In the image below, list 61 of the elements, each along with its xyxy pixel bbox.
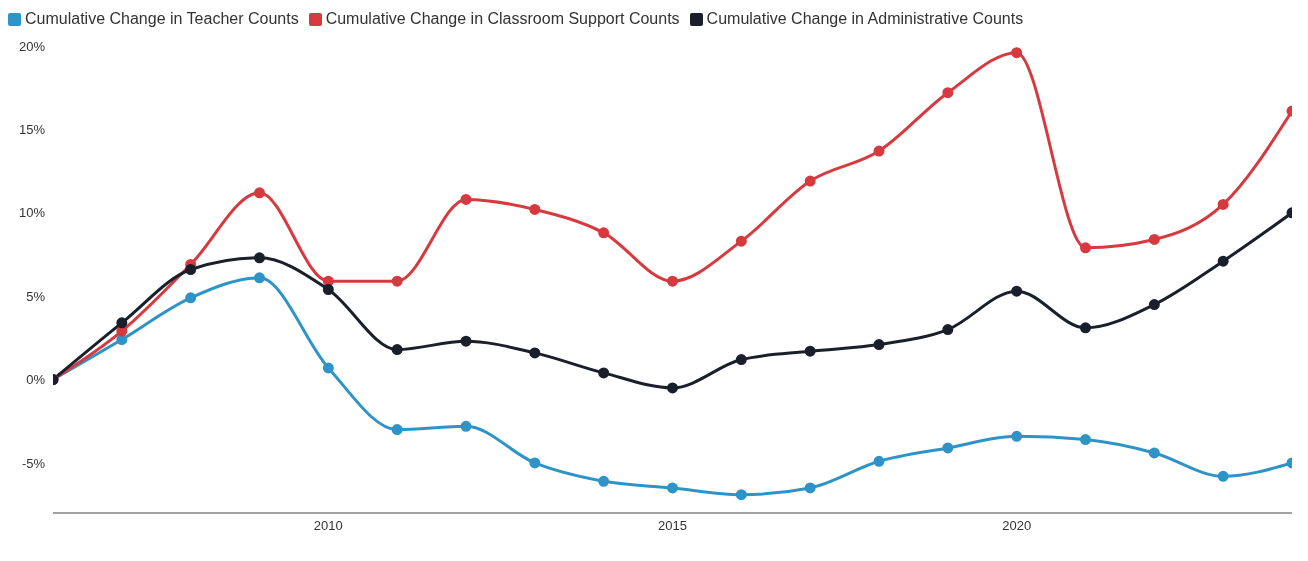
legend-label: Cumulative Change in Administrative Counts [705,10,1024,28]
point [529,457,541,469]
point [873,145,885,157]
point [460,335,472,347]
y-tick-label: 10% [18,205,46,221]
y-tick-label: -5% [21,455,46,471]
point [391,344,403,356]
y-tick-label: 15% [18,122,46,138]
point [1217,198,1229,210]
y-tick-label: 0% [26,372,46,388]
point [254,272,265,284]
point [804,345,816,357]
point [322,275,334,287]
point [529,203,541,215]
point [1080,242,1091,254]
point [667,482,678,494]
x-tick-label: 2010 [313,518,343,534]
point [598,227,610,239]
point [322,284,334,296]
point [254,252,265,264]
point [1148,447,1160,459]
point [116,317,128,329]
point [667,382,678,394]
point [735,489,747,501]
point [1148,233,1160,245]
x-tick-label: 2015 [658,518,687,534]
point [116,334,128,346]
point [804,175,816,187]
point [391,275,403,287]
point [185,292,197,304]
y-tick-label: 20% [18,38,46,54]
point [529,347,541,359]
point [598,367,610,379]
point [942,442,954,454]
point [1217,255,1229,267]
point [254,187,265,199]
point [1011,285,1023,297]
point [598,475,610,487]
point [1148,299,1160,311]
point [1080,434,1091,446]
point [667,275,678,287]
x-tick-label: 2020 [1002,518,1032,534]
point [942,324,954,336]
point [873,455,885,467]
point [735,235,747,247]
legend-label: Cumulative Change in Classroom Support Counts [324,10,680,28]
point [185,263,197,275]
point [735,354,747,366]
point [460,420,472,432]
y-tick-label: 5% [26,288,46,304]
point [391,424,403,436]
point [804,482,816,494]
point [1011,430,1023,442]
point [322,362,334,374]
point [1217,470,1229,482]
point [942,87,954,99]
point [1080,322,1091,334]
point [460,193,472,205]
legend-label: Cumulative Change in Teacher Counts [24,10,299,28]
point [873,339,885,351]
point [1011,47,1023,59]
